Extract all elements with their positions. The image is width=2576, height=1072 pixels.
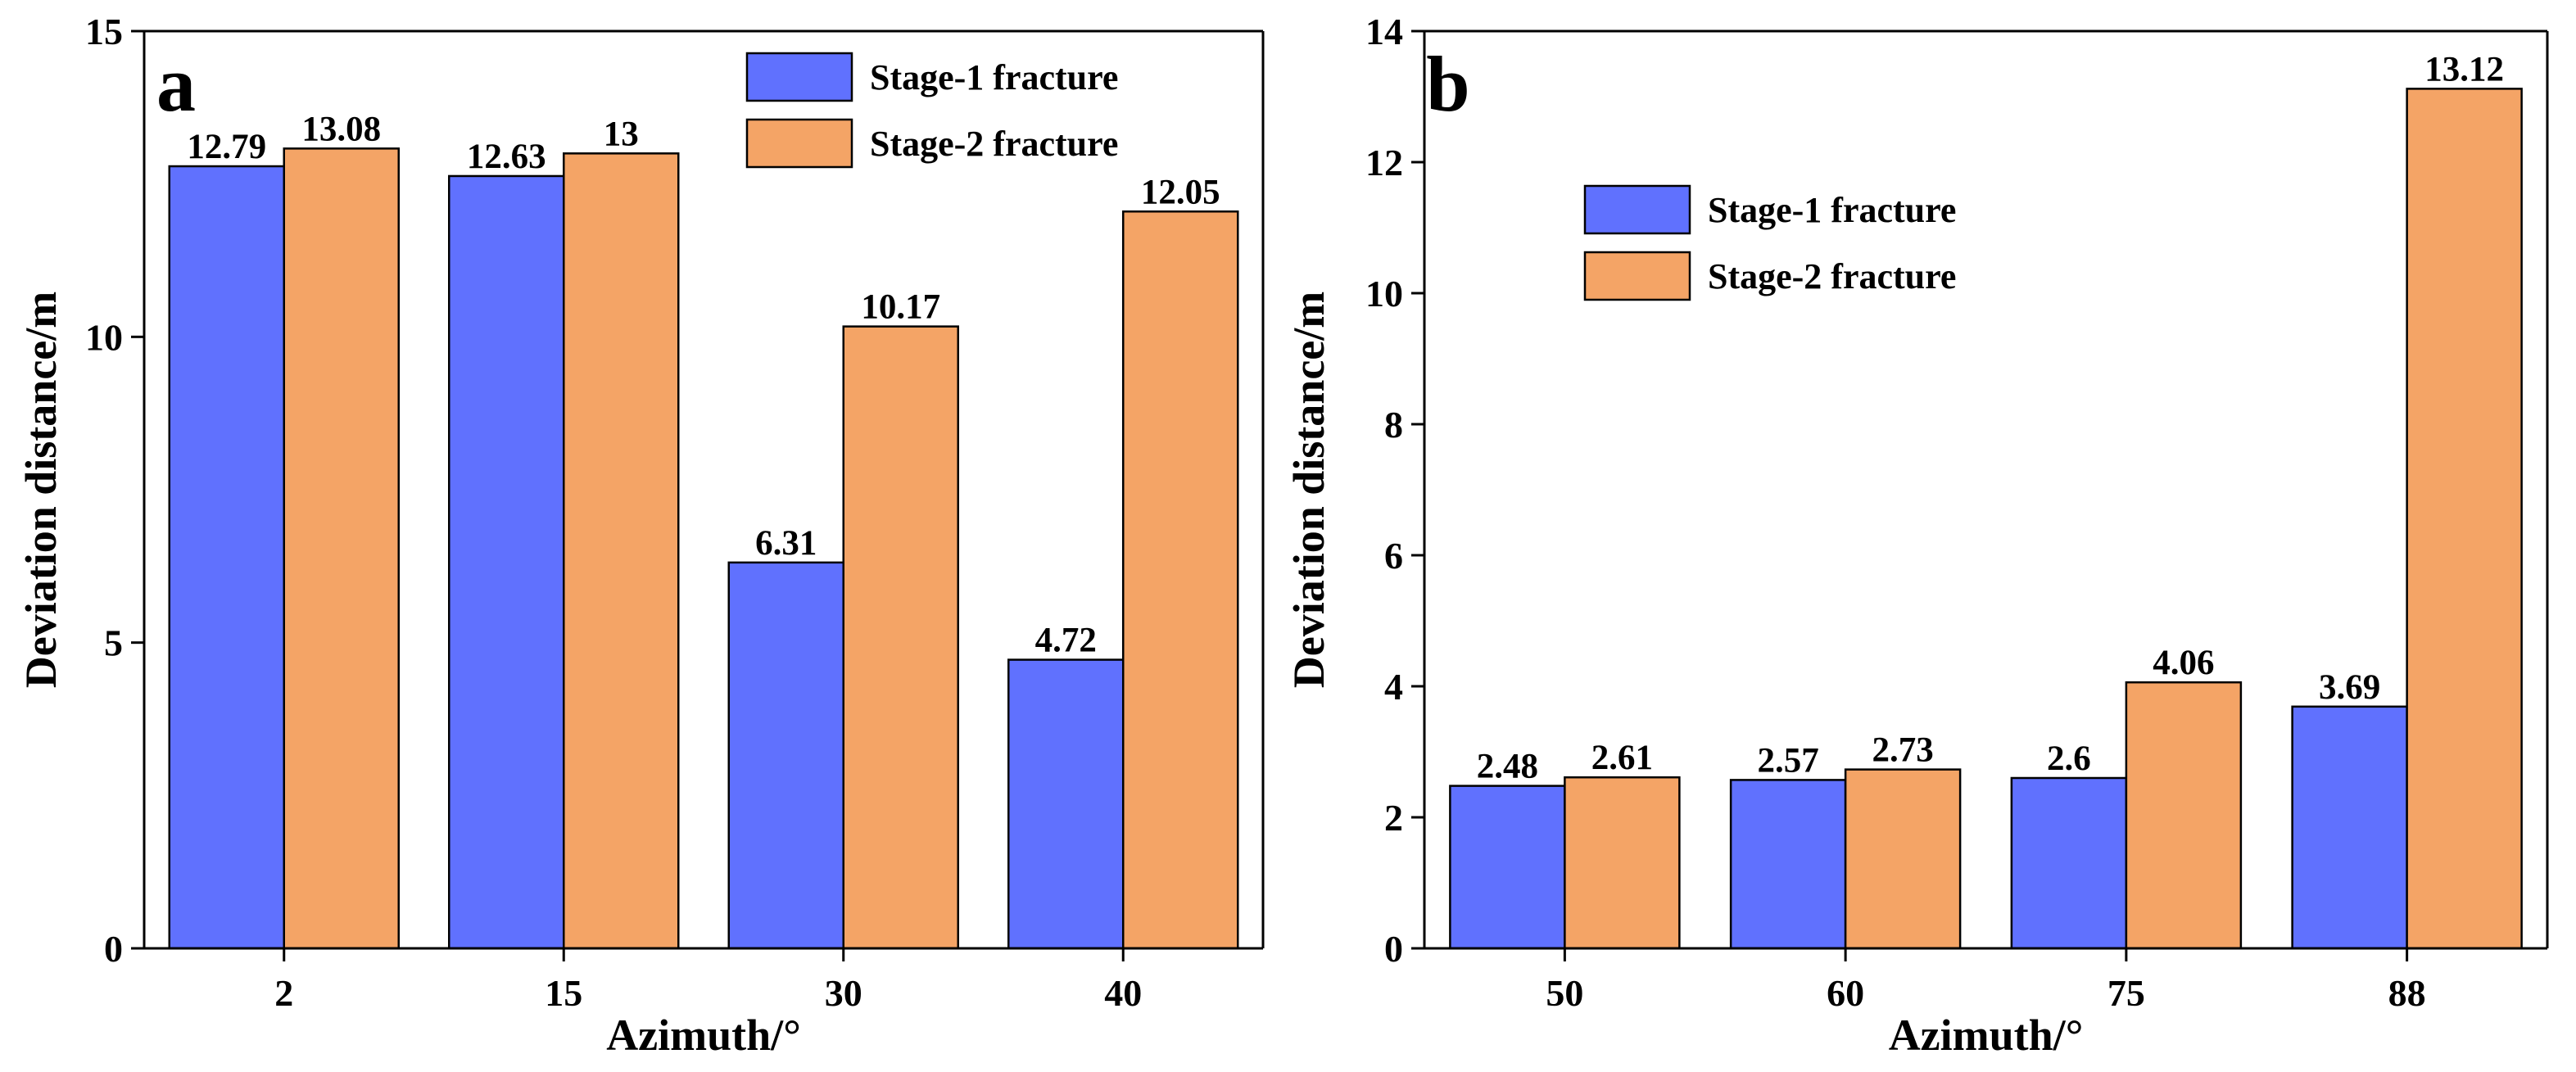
y-tick-label: 5 bbox=[104, 622, 123, 664]
bar-a-stage-1-fracture-15 bbox=[448, 174, 565, 950]
legend-label: Stage-1 fracture bbox=[1708, 190, 1956, 230]
bar-b-stage-1-fracture-75 bbox=[2010, 776, 2128, 950]
y-tick-label: 6 bbox=[1384, 535, 1403, 577]
data-label: 6.31 bbox=[755, 524, 817, 563]
legend: Stage-1 fracture Stage-2 fracture bbox=[745, 52, 1118, 169]
bar-a-stage-2-fracture-2 bbox=[283, 147, 400, 950]
y-tick-label: 10 bbox=[1365, 273, 1403, 314]
bar-b-stage-2-fracture-88 bbox=[2406, 88, 2523, 950]
bar-a-stage-1-fracture-2 bbox=[168, 165, 285, 950]
legend-swatch-stage-2-fracture bbox=[1583, 251, 1691, 301]
data-label: 2.6 bbox=[2047, 740, 2091, 778]
data-label: 2.57 bbox=[1758, 741, 1819, 780]
legend-swatch-stage-2-fracture bbox=[745, 118, 853, 169]
bar-b-stage-1-fracture-60 bbox=[1729, 779, 1847, 950]
legend-swatch-stage-1-fracture bbox=[1583, 184, 1691, 235]
data-label: 13 bbox=[604, 115, 639, 153]
legend-label: Stage-1 fracture bbox=[870, 57, 1118, 97]
chart-panel-b: 2.48 2.61 2.57 2.73 2.6 4.06 3.69 13.12 0 2 4 6 8 10 1… bbox=[1284, 11, 2549, 1060]
bar-b-stage-1-fracture-50 bbox=[1449, 785, 1566, 950]
data-label: 3.69 bbox=[2319, 668, 2380, 707]
y-axis-title: Deviation distance/m bbox=[16, 292, 66, 688]
y-tick-label: 14 bbox=[1365, 11, 1403, 52]
x-tick-label: 15 bbox=[545, 972, 582, 1014]
legend-swatch-stage-1-fracture bbox=[745, 52, 853, 102]
data-label: 13.12 bbox=[2424, 50, 2504, 88]
legend: Stage-1 fracture Stage-2 fracture bbox=[1583, 184, 1956, 301]
chart-panel-a: 12.79 13.08 12.63 13 6.31 10.17 4.72 12.05 0 5 10 1… bbox=[16, 11, 1265, 1060]
x-axis-title: Azimuth/° bbox=[606, 1011, 801, 1060]
panel-letter: b bbox=[1426, 40, 1469, 128]
data-label: 2.61 bbox=[1591, 739, 1653, 777]
y-tick-label: 8 bbox=[1384, 404, 1403, 446]
data-label: 12.79 bbox=[187, 128, 266, 166]
bar-a-stage-1-fracture-30 bbox=[727, 561, 844, 950]
bar-b-stage-1-fracture-88 bbox=[2291, 705, 2408, 950]
legend-label: Stage-2 fracture bbox=[1708, 256, 1956, 296]
bar-a-stage-2-fracture-30 bbox=[842, 325, 959, 950]
data-label: 4.72 bbox=[1035, 622, 1097, 660]
y-tick-label: 0 bbox=[1384, 928, 1403, 970]
data-label: 12.05 bbox=[1141, 173, 1220, 211]
y-tick-label: 10 bbox=[85, 316, 123, 358]
y-tick-label: 12 bbox=[1365, 142, 1403, 183]
bar-a-stage-1-fracture-40 bbox=[1007, 658, 1125, 950]
x-tick-label: 60 bbox=[1827, 972, 1864, 1014]
x-tick-label: 30 bbox=[825, 972, 862, 1014]
data-label: 2.73 bbox=[1872, 731, 1934, 770]
data-label: 4.06 bbox=[2153, 644, 2214, 682]
data-label: 13.08 bbox=[301, 110, 381, 148]
y-tick-label: 0 bbox=[104, 928, 123, 970]
y-tick-label: 4 bbox=[1384, 666, 1403, 708]
bar-b-stage-2-fracture-60 bbox=[1844, 768, 1962, 950]
data-label: 12.63 bbox=[467, 138, 546, 176]
y-tick-label: 15 bbox=[85, 11, 123, 52]
y-tick-label: 2 bbox=[1384, 797, 1403, 839]
x-tick-label: 2 bbox=[274, 972, 293, 1014]
bar-a-stage-2-fracture-15 bbox=[563, 152, 680, 950]
x-tick-label: 50 bbox=[1546, 972, 1583, 1014]
y-axis-title: Deviation distance/m bbox=[1284, 292, 1333, 688]
legend-label: Stage-2 fracture bbox=[870, 124, 1118, 164]
x-axis-title: Azimuth/° bbox=[1889, 1011, 2084, 1060]
bar-b-stage-2-fracture-50 bbox=[1564, 776, 1681, 950]
x-tick-label: 40 bbox=[1104, 972, 1142, 1014]
data-label: 10.17 bbox=[861, 288, 940, 327]
panel-letter: a bbox=[156, 40, 196, 128]
data-label: 2.48 bbox=[1477, 748, 1538, 786]
bar-b-stage-2-fracture-75 bbox=[2125, 681, 2243, 950]
bar-a-stage-2-fracture-40 bbox=[1122, 210, 1239, 950]
x-tick-label: 75 bbox=[2107, 972, 2145, 1014]
x-tick-label: 88 bbox=[2388, 972, 2426, 1014]
